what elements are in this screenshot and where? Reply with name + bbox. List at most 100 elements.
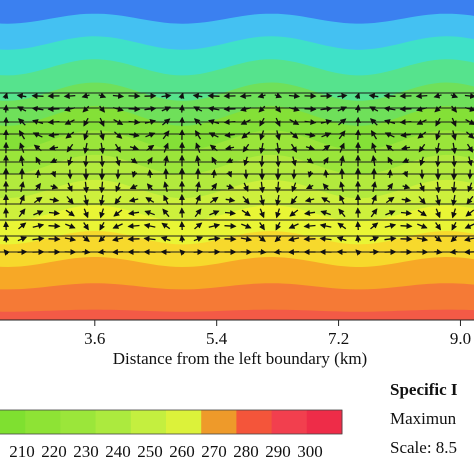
velocity-arrow [147, 169, 154, 178]
velocity-arrow [307, 170, 314, 178]
velocity-arrow [384, 235, 397, 242]
velocity-arrow [465, 209, 474, 217]
velocity-arrow [319, 235, 332, 242]
velocity-arrow [322, 144, 331, 152]
velocity-arrow [257, 92, 266, 99]
velocity-arrow [464, 236, 474, 242]
velocity-arrow [419, 156, 426, 167]
velocity-arrow [207, 105, 220, 112]
velocity-arrow [161, 106, 172, 112]
velocity-arrow [371, 181, 377, 193]
velocity-arrow [129, 183, 138, 190]
velocity-arrow [17, 106, 27, 112]
x-tick-label: 3.6 [84, 329, 105, 348]
velocity-arrow [275, 130, 281, 141]
colorbar-tick-label: 300 [297, 442, 323, 461]
velocity-arrow [3, 234, 10, 243]
velocity-arrow [402, 157, 410, 164]
velocity-arrow [18, 208, 26, 218]
velocity-arrow [127, 223, 140, 230]
velocity-arrow [450, 181, 457, 194]
velocity-arrow [306, 157, 314, 164]
velocity-arrow [47, 119, 60, 126]
velocity-arrow [208, 223, 221, 229]
velocity-arrow [322, 183, 330, 191]
velocity-arrow [384, 119, 396, 125]
velocity-arrow [113, 119, 124, 125]
velocity-arrow [225, 196, 236, 203]
velocity-arrow [193, 236, 204, 242]
velocity-arrow [451, 194, 457, 206]
velocity-arrow [194, 208, 202, 218]
velocity-arrow [435, 222, 441, 231]
velocity-arrow [19, 181, 25, 193]
colorbar-segment [236, 410, 273, 434]
velocity-arrow [34, 169, 41, 178]
colorbar-segment [60, 410, 97, 434]
velocity-arrow [259, 194, 265, 206]
velocity-arrow [99, 221, 106, 231]
velocity-arrow [98, 92, 107, 99]
velocity-arrow [145, 132, 156, 138]
velocity-arrow [401, 144, 411, 151]
velocity-arrow [386, 169, 393, 178]
velocity-arrow [2, 104, 9, 113]
velocity-arrow [33, 210, 44, 216]
velocity-arrow [290, 156, 297, 167]
velocity-arrow [18, 222, 27, 230]
velocity-arrow [451, 155, 458, 168]
colorbar-segment [271, 410, 308, 434]
velocity-arrow [288, 93, 301, 99]
velocity-arrow [49, 144, 59, 151]
velocity-arrow [82, 235, 90, 242]
velocity-arrow [435, 181, 442, 194]
velocity-arrow [31, 105, 44, 112]
velocity-arrow [114, 143, 122, 153]
velocity-arrow [449, 248, 458, 255]
velocity-arrow [163, 155, 169, 167]
velocity-arrow [179, 249, 186, 256]
velocity-arrow [400, 131, 411, 138]
velocity-arrow [82, 105, 90, 113]
velocity-arrow [464, 93, 474, 99]
velocity-vectors [2, 92, 474, 256]
velocity-arrow [195, 194, 201, 205]
velocity-arrow [385, 196, 395, 204]
velocity-arrow [18, 130, 26, 140]
velocity-arrow [417, 209, 427, 217]
velocity-arrow [65, 223, 76, 229]
velocity-arrow [416, 119, 427, 125]
velocity-arrow [128, 119, 141, 126]
colorbar-segment [95, 410, 132, 434]
velocity-arrow [224, 223, 237, 230]
velocity-arrow [193, 106, 203, 112]
velocity-arrow [415, 93, 428, 100]
velocity-arrow [290, 195, 298, 205]
velocity-arrow [274, 105, 282, 113]
velocity-arrow [417, 223, 428, 229]
velocity-arrow [370, 208, 378, 218]
velocity-arrow [355, 249, 362, 256]
velocity-arrow [464, 223, 474, 229]
velocity-arrow [163, 194, 169, 205]
velocity-arrow [402, 170, 408, 178]
velocity-arrow [208, 119, 220, 125]
colorbar-segment [130, 410, 167, 434]
velocity-arrow [16, 93, 27, 100]
velocity-arrow [275, 155, 282, 168]
velocity-arrow [451, 142, 457, 155]
velocity-arrow [464, 106, 474, 112]
velocity-arrow [435, 130, 441, 141]
velocity-arrow [450, 117, 457, 127]
velocity-arrow [385, 210, 396, 216]
velocity-arrow [193, 118, 202, 126]
velocity-arrow [435, 208, 441, 219]
velocity-arrow [275, 117, 281, 127]
velocity-arrow [435, 194, 441, 206]
velocity-arrow [146, 183, 154, 191]
velocity-arrow [336, 236, 347, 242]
legend-info-title: Specific I [390, 380, 458, 399]
velocity-arrow [274, 235, 282, 243]
velocity-arrow [450, 92, 459, 99]
x-tick-label: 7.2 [328, 329, 349, 348]
